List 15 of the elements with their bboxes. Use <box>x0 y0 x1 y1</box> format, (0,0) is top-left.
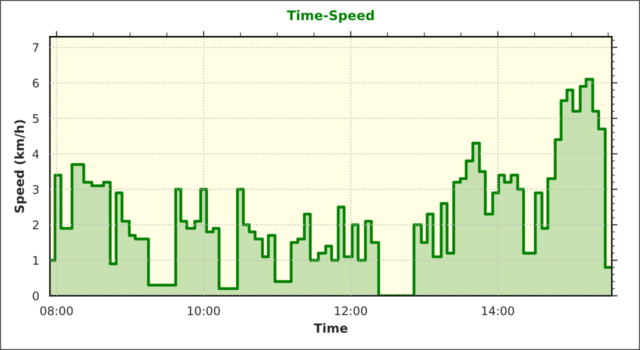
y-tick-label: 2 <box>32 220 38 230</box>
y-tick-label: 3 <box>32 185 39 194</box>
y-axis-title: Speed (km/h) <box>14 120 26 213</box>
y-tick-label: 1 <box>33 256 38 265</box>
x-axis-title: Time <box>314 323 348 333</box>
chart-title: Time-Speed <box>286 10 374 23</box>
x-tick-label: 10:00 <box>188 306 220 316</box>
y-tick-label: 5 <box>32 114 38 124</box>
x-tick-label: 14:00 <box>482 306 514 316</box>
y-tick-label: 4 <box>32 150 39 158</box>
y-tick-label: 0 <box>32 291 39 300</box>
y-tick-label: 7 <box>32 43 38 52</box>
x-tick-label: 08:00 <box>40 306 73 316</box>
y-tick-label: 6 <box>32 78 39 88</box>
x-tick-label: 12:00 <box>335 306 367 316</box>
